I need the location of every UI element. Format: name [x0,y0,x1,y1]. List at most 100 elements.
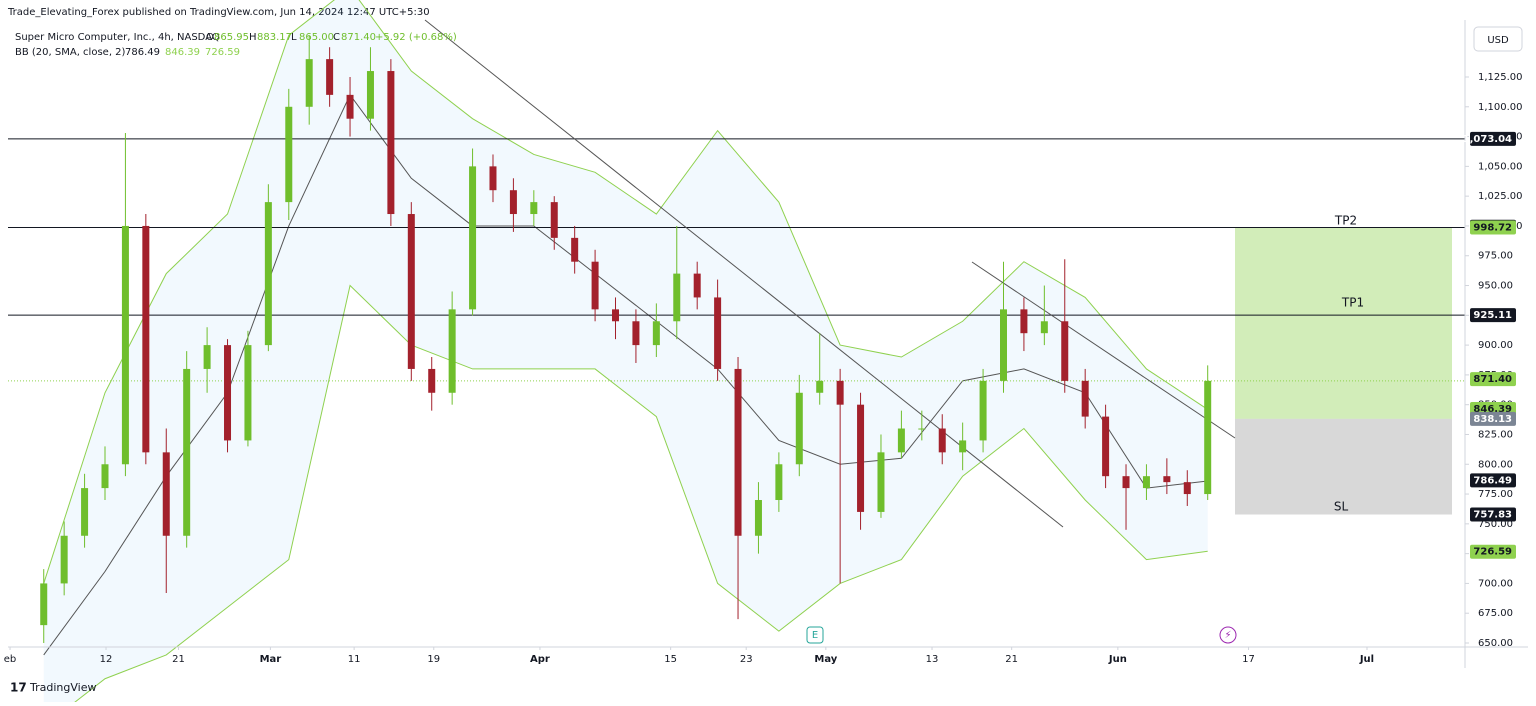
candle-body [346,94,354,119]
price-tag-label: 757.83 [1473,510,1512,521]
header: Trade_Elevating_Forex published on Tradi… [7,7,430,18]
candle-body [264,202,272,346]
price-tag-label: 786.49 [1473,475,1512,486]
candle-body [795,392,803,465]
candle-body [999,309,1007,381]
price-tag [1470,473,1516,488]
candle-body [509,190,517,215]
plot-area [8,0,1465,706]
legend-o-key: O [206,32,214,43]
price-tag-label: 925.11 [1473,310,1512,321]
legend-bb: BB (20, SMA, close, 2) [15,47,126,58]
x-tick-label: 11 [348,654,361,665]
legend-h-key: H [249,32,257,43]
y-tick-label: 650.00 [1478,638,1513,649]
earnings-icon-letter: E [812,630,818,641]
candle-body [1204,380,1212,495]
tp2-label: TP2 [1334,214,1357,228]
footer-brand: TradingView [29,681,96,694]
candle-body [244,345,252,441]
dividend-icon[interactable] [1219,626,1237,644]
currency-label[interactable]: USD [1487,35,1509,46]
candle-body [305,59,313,107]
candle-body [550,202,558,238]
candle-body [387,71,395,215]
candle-body [1040,321,1048,334]
candle-body [775,464,783,501]
candle-body [1020,309,1028,334]
x-tick-label: 17 [1242,654,1255,665]
target-zone [1235,227,1452,419]
bb-upper [43,0,1208,584]
y-tick-label: 675.00 [1478,608,1513,619]
price-tag-label: 1,073.04 [1463,134,1512,145]
legend-bb-lower: 726.59 [205,47,240,58]
legend-change: +5.92 (+0.68%) [375,32,457,43]
candle-body [1163,476,1171,483]
candle-body [40,583,48,626]
x-tick-label: 19 [427,654,440,665]
candle-body [407,214,415,369]
candle-body [918,428,926,430]
legend-symbol: Super Micro Computer, Inc., 4h, NASDAQ [15,32,220,43]
candle-body [1183,482,1191,495]
legend-bb-basis: 786.49 [125,47,160,58]
bb-lower [69,284,1208,706]
price-tag [1470,131,1516,146]
candle-body [142,225,150,453]
y-tick-label: 775.00 [1478,489,1513,500]
candle-body [285,106,293,203]
candle-body [1081,380,1089,417]
candle-body [203,345,211,369]
candle-body [162,452,170,536]
price-tag-label: 726.59 [1473,547,1512,558]
y-tick-label: 700.00 [1478,578,1513,589]
legend-c-key: C [333,32,340,43]
candle-body [81,488,89,536]
legend-l-key: L [291,32,297,43]
trend-line [424,19,1064,528]
legend-c: 871.40 [341,32,376,43]
y-tick-label: 1,025.00 [1478,191,1523,202]
candle-body [714,297,722,369]
candle-body [530,202,538,215]
y-tick-label: 975.00 [1478,251,1513,262]
candle-body [857,404,865,512]
candle-body [591,261,599,310]
earnings-icon[interactable] [806,626,824,644]
logo-mark: 17 [10,681,27,695]
tp1-label: TP1 [1341,296,1364,310]
bb-basis [43,93,1208,656]
candle-body [979,380,987,441]
candle-body [121,225,129,465]
x-tick-label: eb [4,654,17,665]
candle-body [60,535,68,584]
price-tag-label: 998.72 [1473,222,1512,233]
candle-body [734,368,742,536]
trend-line [971,261,1236,439]
candle-body [571,237,579,262]
price-tag-label: 846.39 [1473,404,1512,415]
candle-body [1102,416,1110,477]
candle-body [366,71,374,119]
price-tag [1470,220,1516,235]
price-tag-label: 838.13 [1473,414,1512,425]
currency-button[interactable] [1473,26,1523,52]
legend-bb-upper: 846.39 [165,47,200,58]
candle-body [428,368,436,393]
candle-body [693,273,701,298]
price-tag-label: 871.40 [1473,374,1512,385]
price-tag [1470,372,1516,387]
y-tick-label: 1,125.00 [1478,72,1523,83]
candle-body [224,345,232,441]
x-tick-label: Jun [1108,654,1127,665]
y-tick-label: 800.00 [1478,459,1513,470]
dividend-icon-bolt: ⚡ [1224,630,1231,641]
candle-body [938,428,946,453]
candle-body [816,380,824,393]
candle-body [754,500,762,536]
footer: 17 TradingView [10,681,96,695]
legend-h: 883.17 [257,32,292,43]
x-tick-label: Mar [260,654,282,665]
